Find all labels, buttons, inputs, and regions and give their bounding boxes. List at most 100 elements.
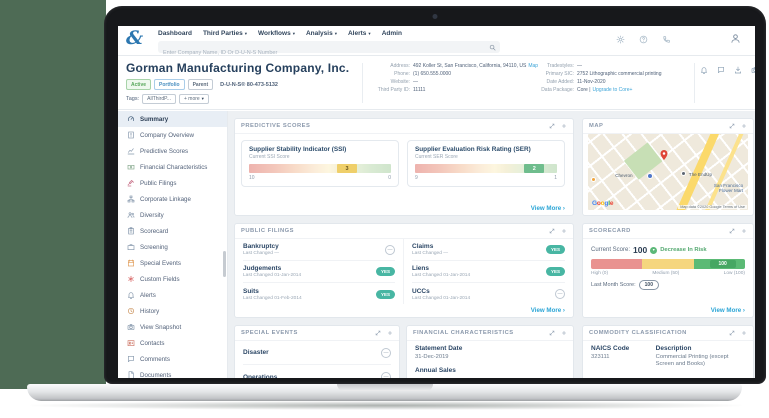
- phone-icon[interactable]: [662, 35, 671, 44]
- view-more-link[interactable]: View More ›: [710, 307, 745, 314]
- event-row-operations[interactable]: Operations —: [243, 365, 391, 378]
- event-row-disaster[interactable]: Disaster —: [243, 341, 391, 365]
- nav-alerts[interactable]: Alerts ▾: [347, 30, 371, 37]
- filing-row-suits[interactable]: Suits Last Changed 01-Feb-2014 YES: [243, 283, 395, 305]
- sidebar-item-screening[interactable]: Screening: [118, 239, 227, 255]
- nav-analysis[interactable]: Analysis ▾: [305, 30, 337, 37]
- panel-title: PREDICTIVE SCORES: [241, 123, 311, 129]
- scale-max: 0: [388, 175, 391, 181]
- orange-poi-marker[interactable]: [591, 176, 597, 182]
- expand-icon[interactable]: [549, 123, 555, 129]
- sidebar-scrollbar[interactable]: [223, 251, 226, 277]
- scale-max: 1: [554, 175, 557, 181]
- expand-icon[interactable]: [729, 228, 735, 234]
- score-marker: 100: [709, 260, 736, 268]
- add-widget-icon[interactable]: [561, 330, 567, 336]
- map-link[interactable]: Map: [528, 63, 539, 69]
- sidebar-item-financial-characteristics[interactable]: Financial Characteristics: [118, 159, 227, 175]
- google-map[interactable]: Chevron The EndUp San Francisco Flower M…: [588, 134, 748, 210]
- sidebar-item-alerts[interactable]: Alerts: [118, 287, 227, 303]
- add-widget-icon[interactable]: [741, 330, 747, 336]
- filing-row-judgements[interactable]: Judgements Last Changed 01-Jan-2014 YES: [243, 261, 395, 283]
- field-description: Description Commercial Printing (except …: [655, 345, 729, 367]
- sidebar-item-corporate-linkage[interactable]: Corporate Linkage: [118, 191, 227, 207]
- briefcase-icon: [127, 243, 135, 251]
- sidebar-item-custom-fields[interactable]: Custom Fields: [118, 271, 227, 287]
- nav-third-parties[interactable]: Third Parties ▾: [202, 30, 247, 37]
- tags-row: Tags: AllThirdP... + more ▾: [126, 94, 209, 104]
- user-avatar-icon[interactable]: [730, 33, 741, 44]
- help-icon[interactable]: [639, 35, 648, 44]
- dnb-logo[interactable]: &: [126, 27, 144, 49]
- camera-icon: [127, 323, 135, 331]
- company-info-col1: Address: 492 Koller St, San Francisco, Ca…: [377, 63, 539, 93]
- upgrade-link[interactable]: Upgrade to Core+: [592, 87, 633, 93]
- sidebar-item-contacts[interactable]: Contacts: [118, 335, 227, 351]
- nav-dashboard[interactable]: Dashboard: [158, 30, 192, 37]
- sidebar-item-special-events[interactable]: Special Events: [118, 255, 227, 271]
- nav-workflows[interactable]: Workflows ▾: [257, 30, 295, 37]
- legend-medium: Medium (50): [652, 271, 680, 276]
- nav-admin[interactable]: Admin: [381, 30, 402, 37]
- laptop-base: [27, 384, 742, 401]
- money-icon: [127, 163, 135, 171]
- panel-title: SCORECARD: [589, 228, 631, 234]
- view-more-link[interactable]: View More ›: [530, 205, 565, 212]
- sidebar-item-summary[interactable]: Summary: [118, 111, 227, 127]
- filing-row-uccs[interactable]: UCCs Last Changed 01-Jan-2014 —: [412, 283, 565, 305]
- panel-map: MAP Chevron The EndU: [582, 118, 754, 216]
- more-tags-button[interactable]: + more ▾: [178, 94, 209, 104]
- add-widget-icon[interactable]: [561, 228, 567, 234]
- building-icon: [127, 131, 135, 139]
- contact-card-icon: [127, 339, 135, 347]
- company-info-col2: Tradestyles: — Primary SIC: 2752 Lithograp…: [541, 63, 662, 93]
- sidebar-item-public-filings[interactable]: Public Filings: [118, 175, 227, 191]
- bell-icon: [127, 291, 135, 299]
- laptop-bezel: & Dashboard Third Parties ▾ Workflows ▾ An…: [104, 6, 766, 384]
- expand-icon[interactable]: [729, 123, 735, 129]
- sidebar-item-predictive-scores[interactable]: Predictive Scores: [118, 143, 227, 159]
- filing-row-claims[interactable]: Claims Last Changed — YES: [412, 239, 565, 261]
- filing-row-liens[interactable]: Liens Last Changed 01-Jan-2014 YES: [412, 261, 565, 283]
- poi-label-endup: The EndUp: [688, 172, 713, 177]
- expand-icon[interactable]: [549, 228, 555, 234]
- location-pin-icon[interactable]: [658, 149, 670, 161]
- comment-icon[interactable]: [717, 66, 725, 74]
- search-input[interactable]: [158, 47, 500, 59]
- expand-icon[interactable]: [729, 330, 735, 336]
- nav-tools: [616, 35, 671, 44]
- sidebar-item-company-overview[interactable]: Company Overview: [118, 127, 227, 143]
- company-search: [158, 41, 500, 59]
- legend-high: High (0): [591, 271, 609, 276]
- sidebar-item-history[interactable]: History: [118, 303, 227, 319]
- sidebar-item-diversity[interactable]: Diversity: [118, 207, 227, 223]
- search-icon[interactable]: [489, 44, 496, 51]
- sidebar-item-comments[interactable]: Comments: [118, 351, 227, 367]
- add-widget-icon[interactable]: [561, 123, 567, 129]
- add-widget-icon[interactable]: [741, 123, 747, 129]
- webcam-dot: [432, 14, 438, 19]
- calendar-icon: [127, 259, 135, 267]
- tag-pill[interactable]: AllThirdP...: [142, 94, 176, 104]
- camera-icon[interactable]: [751, 66, 755, 74]
- legend-low: Low (100): [723, 271, 745, 276]
- bell-icon[interactable]: [700, 66, 708, 74]
- download-icon[interactable]: [734, 66, 742, 74]
- add-widget-icon[interactable]: [387, 330, 393, 336]
- field-naics-code: NAICS Code 323111: [591, 345, 630, 360]
- add-widget-icon[interactable]: [741, 228, 747, 234]
- filing-row-bankruptcy[interactable]: Bankruptcy Last Changed — —: [243, 239, 395, 261]
- sidebar-item-view-snapshot[interactable]: View Snapshot: [118, 319, 227, 335]
- gear-icon[interactable]: [616, 35, 625, 44]
- sidebar-item-scorecard[interactable]: Scorecard: [118, 223, 227, 239]
- endup-poi-marker[interactable]: [680, 171, 686, 177]
- ser-subtitle: Current SER Score: [415, 154, 458, 160]
- map-terms-link[interactable]: Terms of Use: [722, 205, 745, 209]
- expand-icon[interactable]: [549, 330, 555, 336]
- divider: [362, 63, 363, 103]
- expand-icon[interactable]: [375, 330, 381, 336]
- view-more-link[interactable]: View More ›: [530, 307, 565, 314]
- chevron-poi-marker[interactable]: [647, 172, 654, 179]
- sidebar-item-documents[interactable]: Documents: [118, 367, 227, 378]
